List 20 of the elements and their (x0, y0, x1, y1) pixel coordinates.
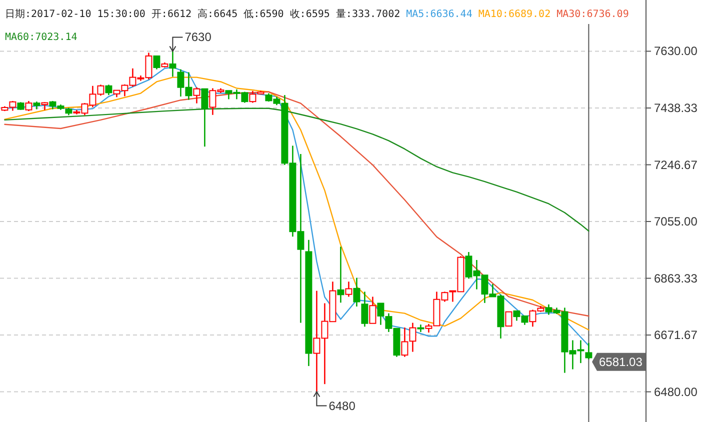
text: MA5:6636.44 (406, 9, 472, 20)
y-tick-label: 6671.67 (654, 328, 698, 342)
annotation: 日期:2017-02-10 15:30:00 开:6612 高:6645 低:6590 收:6595 量:333.7002 (5, 8, 400, 20)
y-tick-label: 7630.00 (654, 44, 698, 58)
candlestick (353, 277, 360, 308)
candlestick (105, 84, 112, 96)
annotation: 6480 (328, 398, 356, 413)
candlestick (337, 246, 344, 304)
annotation: 7630 (184, 30, 212, 44)
candlestick (305, 239, 312, 367)
candlestick (41, 102, 48, 111)
text: MA60:7023.14 (5, 32, 78, 43)
text: 6581.03 (599, 354, 643, 369)
y-tick-label: 6480.00 (654, 384, 698, 399)
text: MA10:6689.02 (478, 9, 551, 20)
y-tick-label: 7055.00 (654, 214, 698, 229)
y-tick-label: 7438.33 (654, 100, 698, 115)
text: MA30:6736.09 (556, 9, 629, 20)
y-tick-label: 6863.33 (654, 271, 698, 286)
y-tick-label: 7246.67 (654, 158, 698, 172)
